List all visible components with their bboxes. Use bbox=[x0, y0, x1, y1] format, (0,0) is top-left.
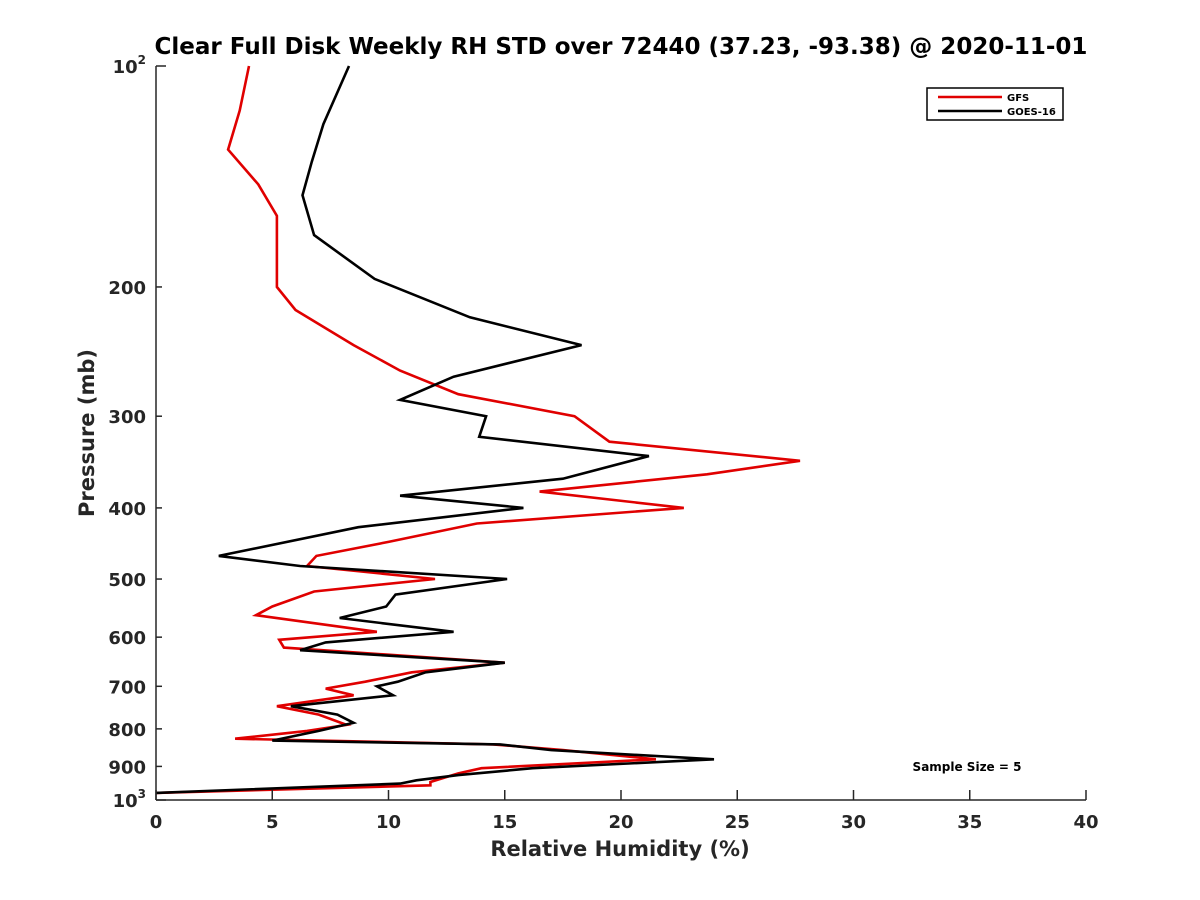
y-tick-label: 102 bbox=[113, 53, 146, 78]
y-tick-label: 600 bbox=[108, 628, 146, 649]
chart-title: Clear Full Disk Weekly RH STD over 72440… bbox=[155, 34, 1088, 60]
x-axis-label: Relative Humidity (%) bbox=[490, 837, 749, 861]
series-line-goes-16 bbox=[155, 65, 715, 795]
x-tick-label: 40 bbox=[1073, 812, 1098, 833]
y-tick-label: 800 bbox=[108, 720, 146, 741]
x-tick-label: 20 bbox=[608, 812, 633, 833]
y-tick-label: 900 bbox=[108, 757, 146, 778]
x-tick-label: 15 bbox=[492, 812, 517, 833]
y-tick-label: 700 bbox=[108, 677, 146, 698]
legend-box bbox=[926, 87, 1064, 121]
y-tick-label: 103 bbox=[113, 787, 146, 812]
legend-label: GOES-16 bbox=[1007, 107, 1056, 118]
x-tick-label: 0 bbox=[150, 812, 163, 833]
tick-marks bbox=[155, 65, 1087, 801]
y-axis-label: Pressure (mb) bbox=[75, 349, 99, 517]
y-tick-label: 500 bbox=[108, 570, 146, 591]
y-tick-label: 200 bbox=[108, 278, 146, 299]
x-tick-label: 25 bbox=[725, 812, 750, 833]
x-tick-label: 10 bbox=[376, 812, 401, 833]
x-tick-label: 5 bbox=[266, 812, 279, 833]
y-tick-label: 300 bbox=[108, 407, 146, 428]
x-tick-label: 30 bbox=[841, 812, 866, 833]
x-tick-label: 35 bbox=[957, 812, 982, 833]
tick-labels: 0 5 10 15 20 25 30 35 40 102 200 300 400 500 600 700 800… bbox=[108, 53, 1098, 833]
legend: GFS GOES-16 bbox=[926, 87, 1064, 121]
sample-size-annotation: Sample Size = 5 bbox=[913, 760, 1022, 774]
plot-background bbox=[156, 66, 1086, 800]
y-tick-label: 400 bbox=[108, 499, 146, 520]
series-layer bbox=[155, 65, 801, 795]
legend-label: GFS bbox=[1007, 93, 1029, 104]
plot-area bbox=[156, 66, 1086, 800]
